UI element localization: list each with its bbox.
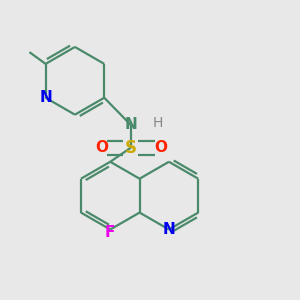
Text: N: N <box>124 118 137 133</box>
Text: S: S <box>125 139 137 157</box>
Text: N: N <box>39 90 52 105</box>
Text: F: F <box>105 225 116 240</box>
Text: O: O <box>95 140 108 155</box>
Text: O: O <box>154 140 167 155</box>
Text: N: N <box>163 222 175 237</box>
Text: H: H <box>152 116 163 130</box>
